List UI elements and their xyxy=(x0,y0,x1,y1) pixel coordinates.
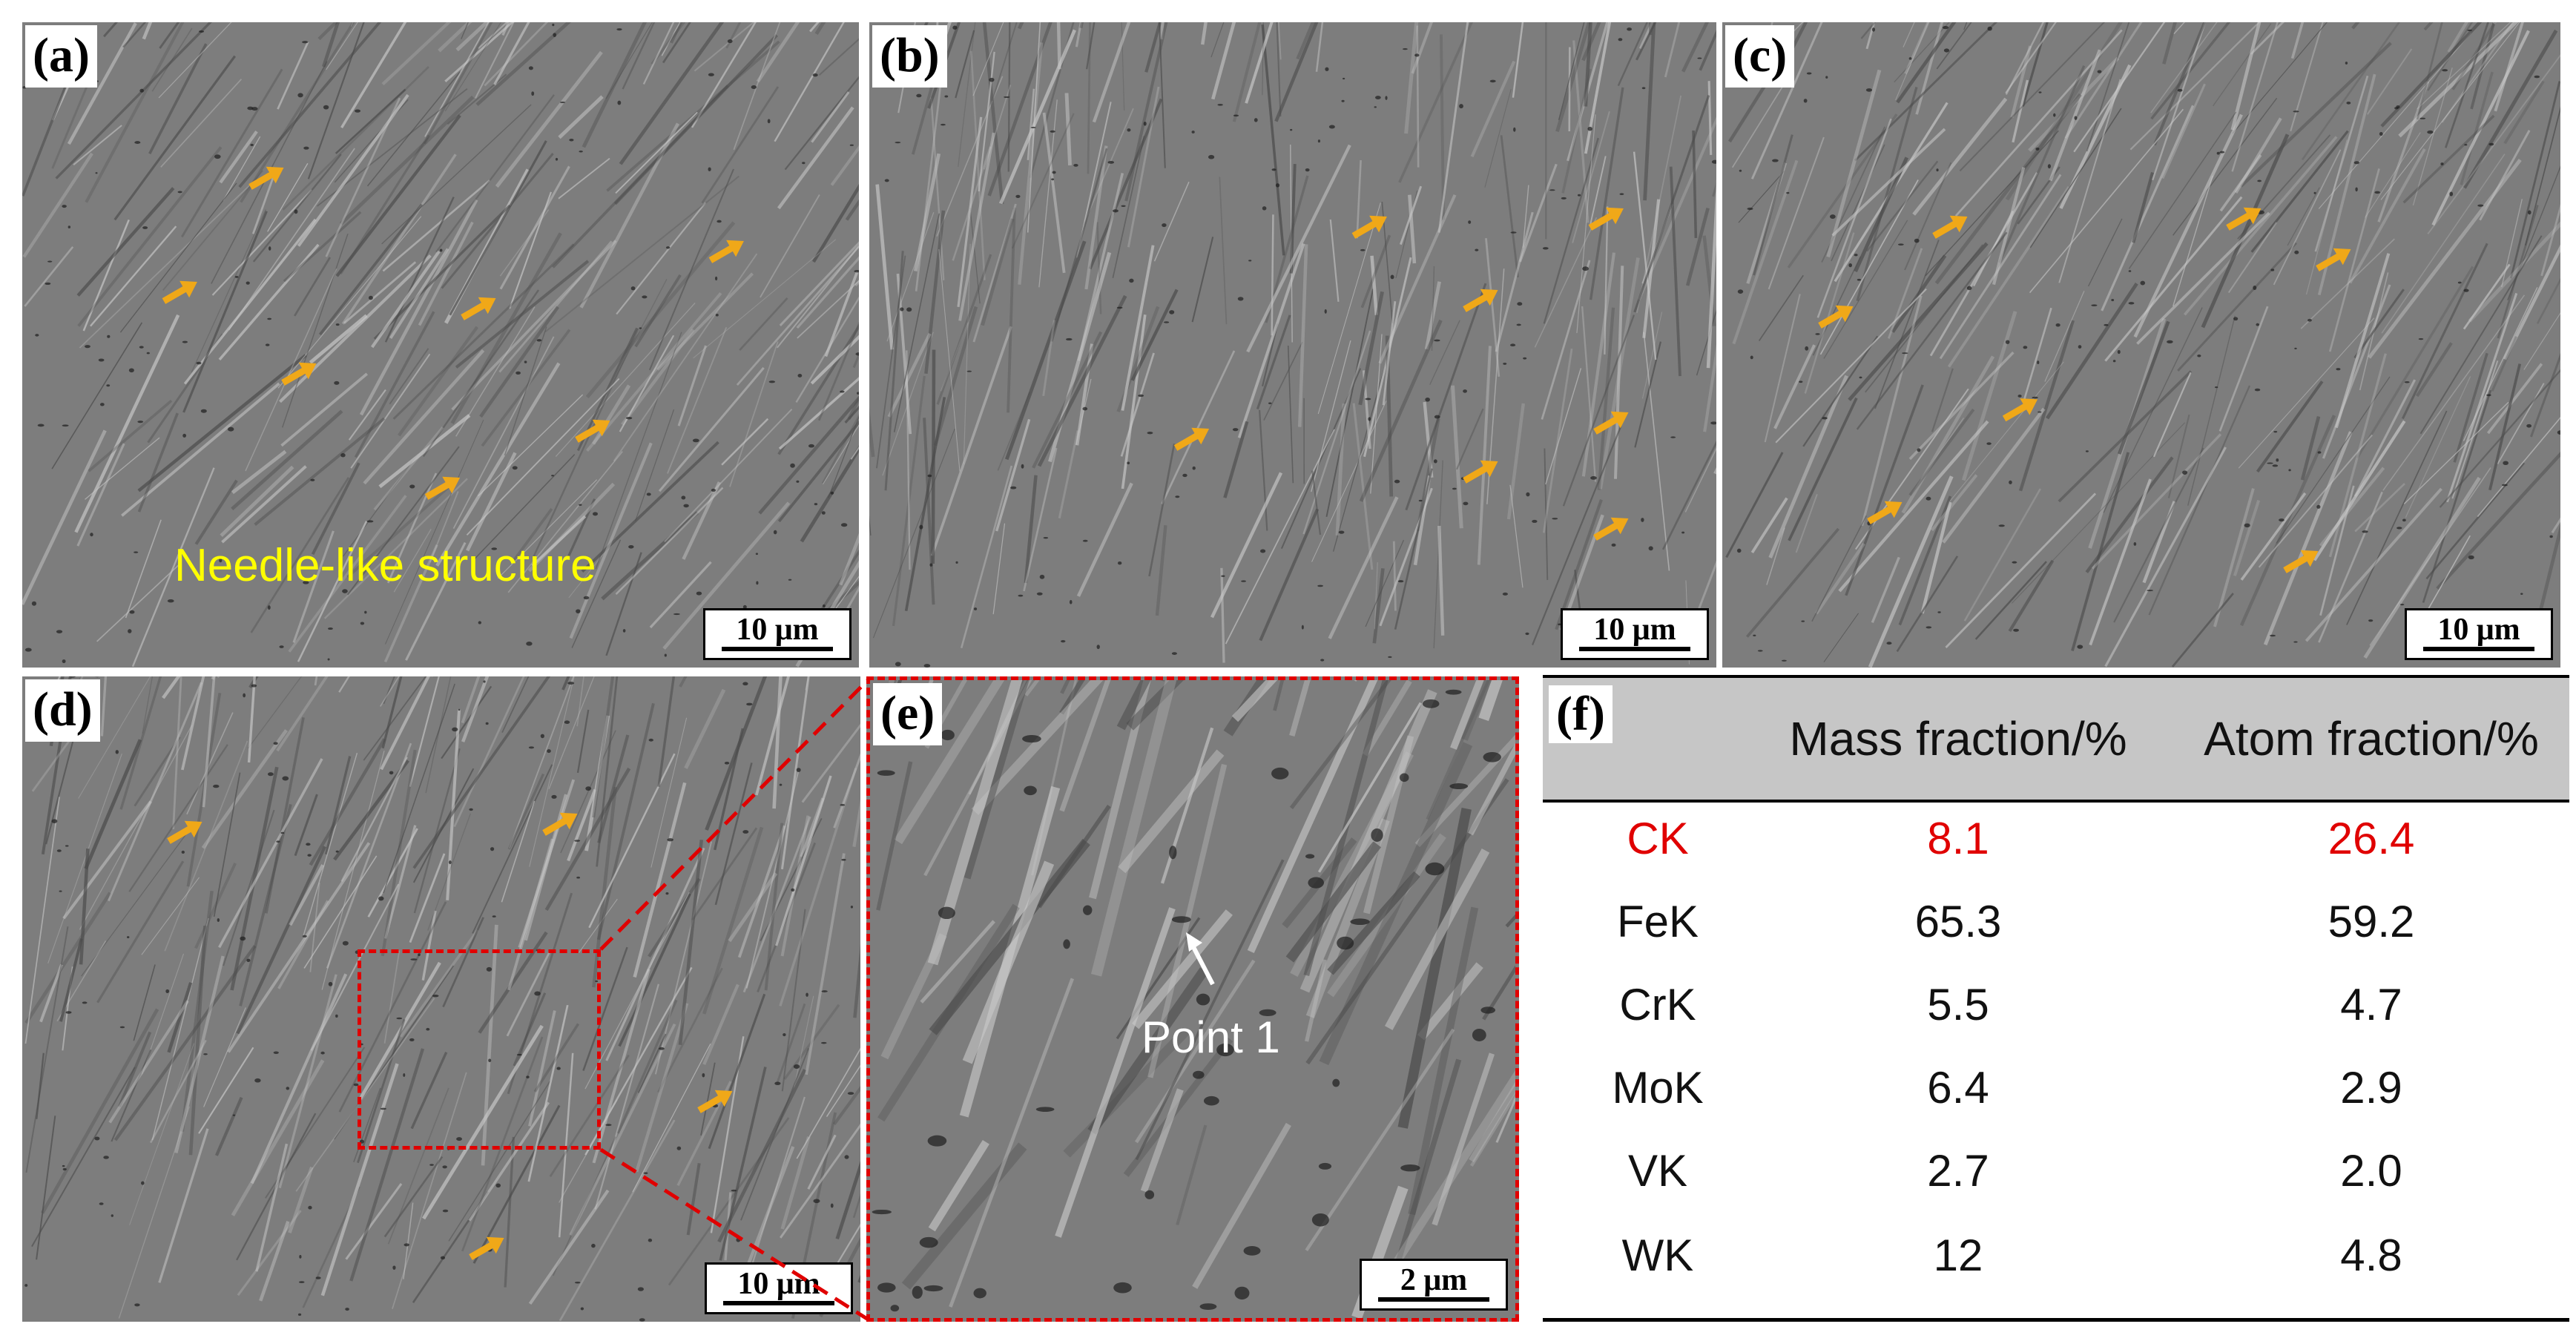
scale-bar-e: 2 μm xyxy=(1360,1259,1508,1311)
scale-bar-b: 10 μm xyxy=(1561,608,1709,660)
needle-like-annotation: Needle-like structure xyxy=(174,540,596,591)
arrow-layer xyxy=(167,812,733,1260)
sem-panel-e: (e) Point 1 2 μm xyxy=(866,676,1519,1322)
orange-arrow-icon xyxy=(2283,550,2319,573)
orange-arrow-icon xyxy=(424,476,461,500)
point-1-label: Point 1 xyxy=(1142,1012,1280,1062)
panel-label-e: (e) xyxy=(873,683,943,745)
orange-arrow-icon xyxy=(1588,207,1624,231)
panel-label-b: (b) xyxy=(872,25,947,88)
sem-panel-d: (d) 10 μm xyxy=(22,676,860,1322)
orange-arrow-icon xyxy=(708,240,744,263)
orange-arrow-icon xyxy=(2226,207,2262,231)
zoom-region-box xyxy=(358,949,601,1150)
mass-fraction-cell: 5.5 xyxy=(1927,980,1989,1029)
sem-panel-b: (b) 10 μm xyxy=(869,22,1716,668)
mass-fraction-cell: 6.4 xyxy=(1927,1063,1989,1113)
orange-arrow-icon xyxy=(162,280,197,304)
white-arrow-icon xyxy=(1186,932,1215,986)
arrow-layer xyxy=(1818,207,2351,573)
element-cell: CrK xyxy=(1619,980,1696,1029)
orange-arrow-icon xyxy=(575,419,610,443)
panel-label-f: (f) xyxy=(1549,685,1613,743)
scale-bar-label-e: 2 μm xyxy=(1400,1263,1468,1297)
sem-texture-b xyxy=(869,22,1716,668)
orange-arrow-icon xyxy=(1351,215,1387,239)
atom-fraction-cell: 4.7 xyxy=(2340,980,2402,1029)
mass-fraction-cell: 12 xyxy=(1933,1230,1983,1280)
table-row: FeK 65.3 59.2 xyxy=(1543,880,2569,963)
scale-bar-line-c xyxy=(2423,647,2534,651)
mass-fraction-cell: 65.3 xyxy=(1914,897,2002,946)
atom-fraction-cell: 2.9 xyxy=(2340,1063,2402,1113)
sem-panel-a: (a) Needle-like structure 10 μm xyxy=(22,22,859,668)
orange-arrow-icon xyxy=(542,812,578,836)
scale-bar-label-b: 10 μm xyxy=(1593,613,1676,647)
scale-bar-label-a: 10 μm xyxy=(736,613,819,647)
scale-bar-line-e xyxy=(1378,1297,1489,1302)
orange-arrow-icon xyxy=(1867,501,1903,524)
table-row: CrK 5.5 4.7 xyxy=(1543,963,2569,1047)
panel-label-c: (c) xyxy=(1725,25,1795,88)
atom-fraction-cell: 26.4 xyxy=(2328,814,2415,863)
arrow-layer xyxy=(162,166,744,500)
mass-fraction-cell: 8.1 xyxy=(1927,814,1989,863)
table-row: WK 12 4.8 xyxy=(1543,1214,2569,1297)
element-cell: CK xyxy=(1627,814,1689,863)
orange-arrow-icon xyxy=(248,166,284,190)
orange-arrow-icon xyxy=(2002,398,2038,422)
table-header: Mass fraction/% Atom fraction/% xyxy=(1543,675,2569,803)
scale-bar-line-a xyxy=(722,647,833,651)
orange-arrow-icon xyxy=(1463,460,1498,484)
sem-panel-c: (c) 10 μm xyxy=(1722,22,2560,668)
table-bottom-rule xyxy=(1543,1318,2569,1322)
orange-arrow-icon xyxy=(1818,305,1854,329)
table-row: VK 2.7 2.0 xyxy=(1543,1130,2569,1213)
panel-label-d: (d) xyxy=(25,679,100,742)
orange-arrow-icon xyxy=(167,820,202,844)
orange-arrow-icon xyxy=(281,362,317,386)
orange-arrow-icon xyxy=(1593,411,1629,435)
orange-arrow-icon xyxy=(1173,427,1210,451)
table-row: MoK 6.4 2.9 xyxy=(1543,1047,2569,1130)
scale-bar-line-b xyxy=(1579,647,1690,651)
atom-fraction-cell: 2.0 xyxy=(2340,1146,2402,1196)
orange-arrow-icon xyxy=(1463,289,1498,312)
panel-label-a: (a) xyxy=(25,25,97,88)
element-cell: WK xyxy=(1621,1230,1694,1280)
scale-bar-a: 10 μm xyxy=(703,608,851,660)
orange-arrow-icon xyxy=(697,1090,733,1113)
orange-arrow-icon xyxy=(2316,248,2351,271)
sem-texture-e xyxy=(872,680,1515,1318)
element-cell: FeK xyxy=(1616,897,1699,946)
composition-table: Mass fraction/% Atom fraction/% (f) CK 8.… xyxy=(1543,675,2569,1322)
orange-arrow-icon xyxy=(461,297,496,320)
header-mass-fraction: Mass fraction/% xyxy=(1789,712,2127,765)
scale-bar-label-c: 10 μm xyxy=(2437,613,2520,647)
atom-fraction-cell: 4.8 xyxy=(2340,1230,2402,1280)
header-atom-fraction: Atom fraction/% xyxy=(2204,712,2539,765)
element-cell: VK xyxy=(1627,1146,1688,1196)
scale-bar-c: 10 μm xyxy=(2405,608,2553,660)
arrow-layer xyxy=(1173,207,1629,541)
atom-fraction-cell: 59.2 xyxy=(2328,897,2415,946)
mass-fraction-cell: 2.7 xyxy=(1927,1146,1989,1196)
orange-arrow-icon xyxy=(1593,517,1629,541)
orange-arrow-icon xyxy=(469,1236,504,1260)
orange-arrow-icon xyxy=(1932,215,1968,239)
element-cell: MoK xyxy=(1612,1063,1704,1113)
table-row: CK 8.1 26.4 xyxy=(1543,797,2569,880)
